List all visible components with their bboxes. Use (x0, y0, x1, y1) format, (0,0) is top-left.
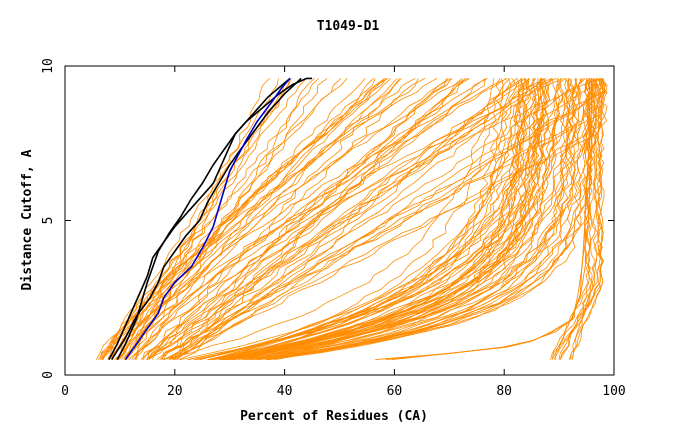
model-curve (200, 78, 526, 360)
model-curve (207, 78, 518, 360)
model-curve (221, 78, 545, 360)
model-curve (226, 78, 590, 360)
model-curve (162, 78, 517, 360)
model-curve (120, 78, 376, 360)
model-curve (136, 78, 398, 360)
model-curve (211, 78, 502, 360)
model-curve (195, 78, 548, 360)
model-curve (102, 78, 279, 360)
model-curve (102, 78, 391, 360)
model-curve (152, 78, 453, 360)
model-curve (118, 78, 416, 360)
y-axis-ticks: 0 5 10 (41, 58, 614, 379)
y-tick-label: 5 (41, 217, 56, 225)
y-tick-label: 0 (41, 371, 56, 379)
model-curve (126, 78, 401, 360)
model-curve (124, 78, 386, 360)
model-curve (224, 78, 580, 360)
x-tick-label: 40 (277, 384, 293, 399)
model-curve (100, 78, 564, 360)
model-curve (134, 78, 315, 360)
highlighted-curves (108, 77, 313, 361)
reference-series-line (124, 77, 291, 361)
model-curve (551, 78, 599, 360)
highlight-series-line (111, 77, 302, 361)
model-curve (171, 78, 467, 360)
y-tick-label: 10 (41, 58, 56, 74)
model-curve (570, 78, 605, 360)
x-axis-label: Percent of Residues (CA) (240, 409, 428, 424)
model-curve (174, 78, 537, 360)
model-curve (391, 78, 591, 361)
model-curve (571, 78, 595, 360)
model-curve (207, 78, 527, 360)
model-curve (140, 78, 453, 360)
model-curve (99, 78, 463, 360)
model-curve (224, 78, 536, 360)
x-tick-label: 60 (387, 384, 403, 399)
x-tick-label: 0 (61, 384, 69, 399)
x-tick-label: 80 (496, 384, 512, 399)
model-curve (123, 78, 270, 360)
model-curve (95, 78, 348, 360)
model-curve (178, 78, 606, 360)
model-curve (266, 78, 571, 360)
model-curve (147, 78, 402, 360)
highlight-series-line (108, 77, 313, 360)
model-curve (162, 78, 494, 360)
highlight-series-line (116, 77, 291, 360)
model-curve (267, 78, 584, 360)
model-curve (268, 78, 597, 360)
model-curve (118, 78, 291, 360)
model-curve (148, 78, 488, 360)
chart-title: T1049-D1 (317, 19, 380, 34)
model-curve (156, 78, 608, 360)
model-curve (258, 78, 537, 360)
y-axis-label: Distance Cutoff, A (20, 149, 35, 290)
model-curve (135, 78, 486, 360)
model-curve (163, 78, 606, 360)
model-curve (242, 78, 593, 360)
model-curve (250, 78, 578, 360)
model-curve (142, 78, 470, 360)
model-curves (95, 78, 608, 361)
model-curve (222, 78, 576, 360)
model-curve (246, 78, 545, 360)
model-curve (255, 78, 572, 360)
model-curve (559, 78, 602, 360)
model-curve (197, 78, 557, 360)
model-curve (146, 78, 546, 360)
model-curve (188, 78, 531, 360)
model-curve (193, 78, 532, 360)
model-curve (226, 78, 584, 360)
model-curve (133, 78, 374, 360)
model-curve (238, 78, 578, 360)
model-curve (208, 78, 527, 360)
model-curve (212, 78, 562, 360)
model-curve (173, 78, 469, 360)
x-tick-label: 100 (602, 384, 625, 399)
x-tick-label: 20 (167, 384, 183, 399)
model-curve (117, 78, 426, 360)
model-curve (131, 78, 552, 360)
model-curve (228, 78, 568, 360)
model-curve (221, 78, 564, 360)
model-curve (176, 78, 557, 360)
model-curve (142, 78, 419, 360)
model-curve (128, 78, 342, 360)
model-curve (100, 78, 438, 360)
model-curve (168, 78, 604, 360)
model-curve (171, 78, 608, 360)
model-curve (173, 78, 524, 360)
x-axis-ticks: 0 20 40 60 80 100 (61, 66, 626, 399)
model-curve (117, 78, 291, 360)
model-curve (559, 78, 596, 360)
model-curve (222, 78, 583, 360)
model-curve (147, 78, 486, 360)
